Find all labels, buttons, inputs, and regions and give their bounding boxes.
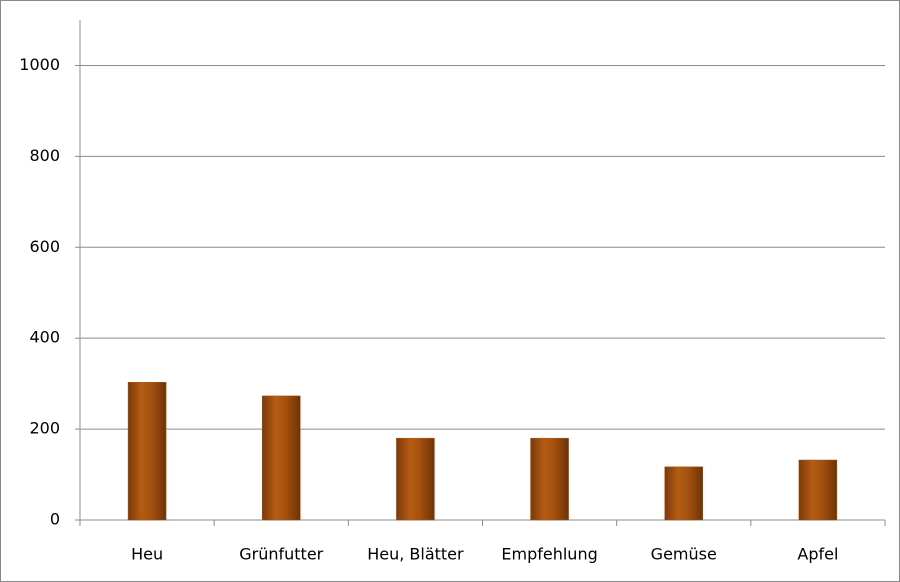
bar: [396, 437, 435, 521]
y-tick-label: 400: [29, 328, 60, 347]
y-tick-label: 0: [50, 510, 60, 529]
y-tick-label: 800: [29, 146, 60, 165]
bar: [530, 437, 569, 521]
y-tick-label: 200: [29, 419, 60, 438]
y-tick-label: 600: [29, 237, 60, 256]
bar: [262, 395, 301, 521]
bar: [127, 382, 167, 521]
bar: [798, 459, 838, 521]
x-tick-label: Empfehlung: [501, 545, 597, 564]
x-tick-label: Gemüse: [651, 545, 717, 564]
x-tick-label: Apfel: [797, 545, 838, 564]
bar: [664, 466, 703, 521]
y-tick-label: 1000: [19, 55, 60, 74]
x-tick-label: Heu, Blätter: [367, 545, 464, 564]
x-tick-label: Grünfutter: [239, 545, 323, 564]
x-tick-label: Heu: [131, 545, 163, 564]
